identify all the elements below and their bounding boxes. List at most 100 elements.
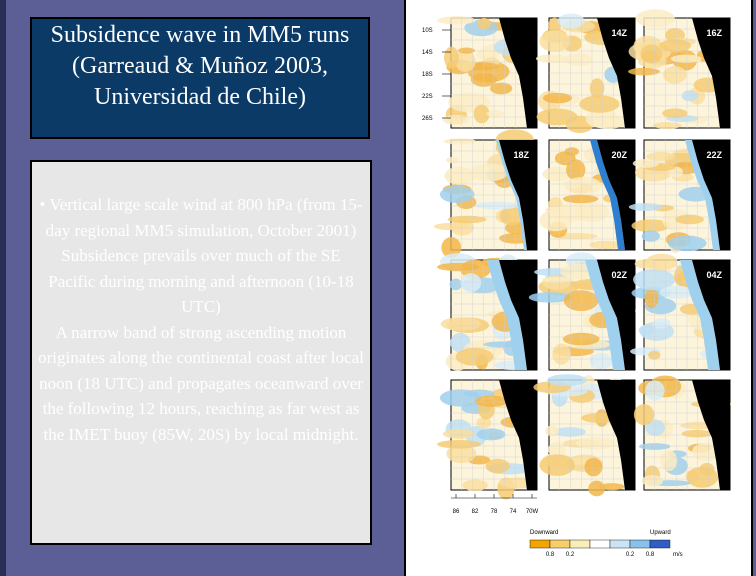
vertical-wind-blob (589, 353, 613, 370)
ascending-band (680, 260, 720, 370)
legend-upward-label: Upward (650, 530, 671, 536)
panel-time-label: 06Z (513, 390, 529, 400)
ascending-band (685, 140, 720, 250)
vertical-wind-blob (460, 273, 482, 293)
vertical-wind-blob (564, 53, 593, 66)
map-panel-18Z: 18Z (433, 129, 538, 259)
vertical-wind-blob (437, 440, 481, 449)
vertical-wind-blob (589, 78, 605, 99)
panel-time-label: 20Z (611, 150, 627, 160)
legend-swatch (629, 539, 651, 549)
continent-mask (597, 18, 635, 128)
continent-mask (692, 18, 730, 128)
vertical-wind-blob (455, 50, 476, 72)
vertical-wind-blob (564, 147, 579, 156)
vertical-wind-blob (699, 462, 715, 476)
vertical-wind-blob (450, 219, 474, 236)
lat-tick-label: 18S (422, 72, 433, 78)
legend-value: 0.2 (626, 552, 635, 558)
vertical-wind-blob (631, 219, 670, 233)
vertical-wind-blob (640, 44, 663, 64)
lon-tick-label: 70W (526, 509, 539, 515)
continent-mask (499, 140, 537, 250)
legend-swatch (549, 539, 571, 549)
map-panel-12Z: 12Z (436, 16, 538, 129)
vertical-wind-blob (489, 82, 513, 95)
vertical-wind-blob (670, 54, 702, 63)
vertical-wind-blob (535, 54, 570, 63)
vertical-wind-blob (579, 206, 597, 216)
legend-swatch (589, 539, 611, 549)
panel-time-label: 08Z (611, 390, 627, 400)
map-panel-06Z: 06Z (437, 379, 538, 500)
map-panel-14Z: 14Z (535, 13, 636, 133)
legend-swatch (569, 539, 591, 549)
vertical-wind-blob (652, 318, 671, 329)
legend-value: 0.8 (646, 552, 655, 558)
lat-tick-label: 22S (422, 94, 433, 100)
vertical-wind-blob (457, 47, 476, 54)
paragraph-subsidence: Subsidence prevails over much of the SE … (48, 246, 354, 316)
vertical-wind-blob (473, 104, 490, 124)
continent-mask (692, 260, 730, 370)
vertical-wind-blob (652, 122, 682, 129)
vertical-wind-blob (436, 16, 476, 25)
vertical-wind-blob (476, 48, 500, 61)
vertical-wind-blob (455, 347, 494, 366)
map-panel-22Z: 22Z (628, 139, 731, 254)
vertical-wind-blob (659, 39, 692, 53)
vertical-wind-blob (474, 395, 508, 407)
vertical-wind-blob (477, 17, 492, 30)
lon-tick-label: 78 (491, 509, 498, 515)
vertical-wind-blob (660, 450, 678, 472)
legend-downward-label: Downward (530, 530, 558, 536)
vertical-wind-blob (599, 483, 625, 491)
vertical-wind-blob (441, 237, 462, 259)
panel-time-label: 10Z (706, 390, 722, 400)
vertical-wind-blob (584, 457, 603, 477)
vertical-wind-blob (442, 114, 470, 125)
panel-time-label: 02Z (611, 270, 627, 280)
vertical-wind-blob (443, 138, 477, 145)
lon-tick-label: 74 (510, 509, 517, 515)
vertical-wind-blob (566, 159, 586, 181)
vertical-wind-blob (675, 214, 704, 225)
legend-value: 0.2 (566, 552, 575, 558)
vertical-wind-blob (539, 454, 575, 476)
lon-tick-label: 86 (453, 509, 460, 515)
lat-tick-label: 26S (422, 116, 433, 122)
legend: Downward Upward 0.8 0.2 0.2 0.8 m/s (529, 530, 683, 558)
map-panel-04Z: 04Z (630, 253, 731, 371)
vertical-wind-blob (547, 374, 587, 387)
vertical-wind-blob (541, 276, 575, 283)
vertical-wind-blob (628, 67, 660, 76)
vertical-wind-blob (440, 317, 482, 331)
vertical-wind-blob (447, 215, 487, 224)
vertical-wind-blob (646, 151, 676, 161)
continent-mask (499, 18, 537, 128)
legend-value: 0.8 (546, 552, 555, 558)
ascending-band (590, 140, 625, 250)
vertical-wind-blob (662, 108, 688, 119)
vertical-wind-blob (645, 253, 678, 271)
vertical-wind-blob (439, 185, 475, 203)
vertical-wind-blob (486, 110, 504, 117)
map-panel-08Z: 08Z (533, 374, 636, 497)
continent-mask (597, 380, 635, 490)
vertical-wind-blob (485, 458, 510, 474)
slide-title: Subsidence wave in MM5 runs (Garreaud & … (30, 17, 370, 139)
vertical-wind-blob (442, 428, 475, 439)
map-grid: 12Z 14Z 16Z 18Z 20Z 22Z 24Z 02Z 04Z 06Z 08Z 10Z 10S 1… (422, 9, 732, 558)
vertical-wind-blob (641, 475, 664, 487)
panel-time-label: 04Z (706, 270, 722, 280)
vertical-wind-blob (589, 240, 622, 250)
vertical-wind-blob (463, 389, 495, 398)
vertical-wind-blob (449, 278, 462, 291)
vertical-wind-blob (476, 416, 492, 429)
vertical-wind-blob (663, 65, 687, 84)
ascending-band (585, 260, 625, 370)
panel-time-label: 14Z (611, 28, 627, 38)
vertical-wind-blob (469, 163, 509, 182)
map-panel-02Z: 02Z (528, 252, 636, 371)
vertical-wind-blob (681, 90, 698, 102)
